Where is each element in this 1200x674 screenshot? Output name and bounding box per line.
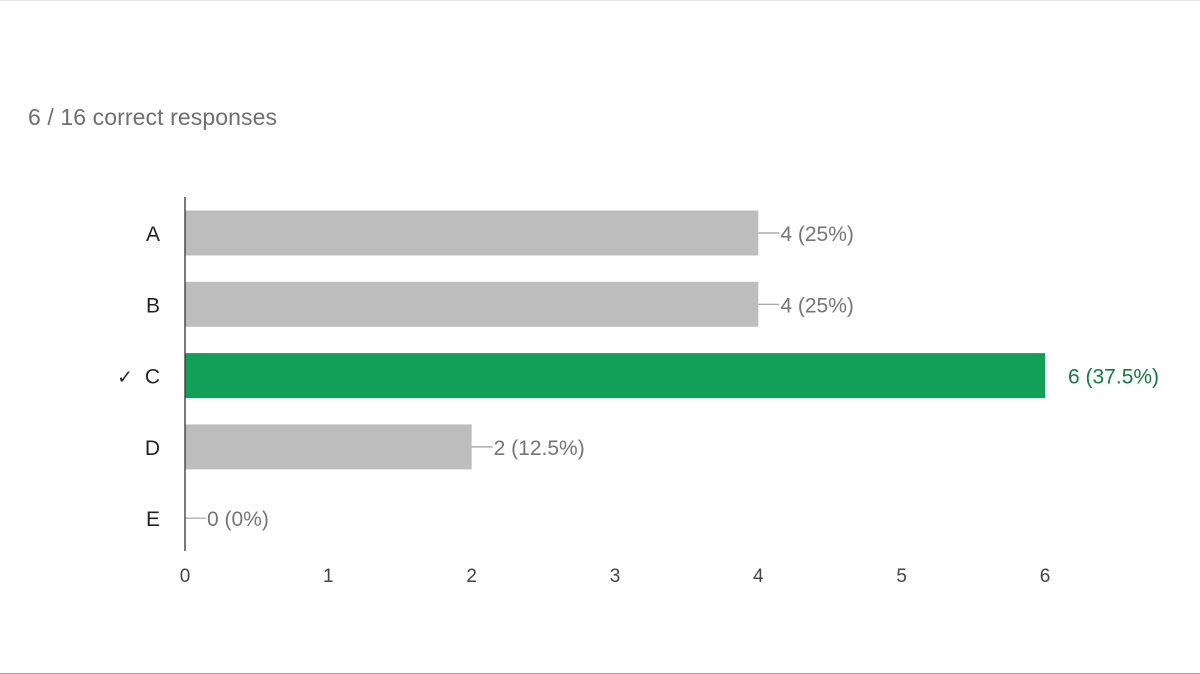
bar-b — [185, 281, 759, 327]
value-label-a: 4 (25%) — [780, 223, 854, 246]
x-tick-label-2: 2 — [466, 566, 477, 587]
x-tick-label-5: 5 — [896, 566, 907, 587]
category-label-b: B — [146, 294, 160, 317]
value-label-b: 4 (25%) — [780, 294, 854, 317]
category-label-a: A — [146, 223, 160, 246]
bar-c — [185, 353, 1045, 399]
correct-responses-summary: 6 / 16 correct responses — [28, 104, 278, 130]
x-tick-label-0: 0 — [180, 566, 191, 587]
category-label-c: C — [145, 366, 160, 389]
value-label-c: 6 (37.5%) — [1068, 366, 1159, 389]
correct-check-icon: ✓ — [117, 368, 133, 389]
x-tick-label-6: 6 — [1040, 566, 1051, 587]
category-label-d: D — [145, 437, 160, 460]
bar-a — [185, 210, 759, 256]
category-label-e: E — [146, 508, 160, 531]
x-tick-label-4: 4 — [753, 566, 764, 587]
value-label-d: 2 (12.5%) — [494, 437, 585, 460]
value-label-e: 0 (0%) — [207, 508, 269, 531]
x-tick-label-1: 1 — [323, 566, 334, 587]
x-tick-label-3: 3 — [610, 566, 621, 587]
bar-d — [185, 424, 472, 470]
